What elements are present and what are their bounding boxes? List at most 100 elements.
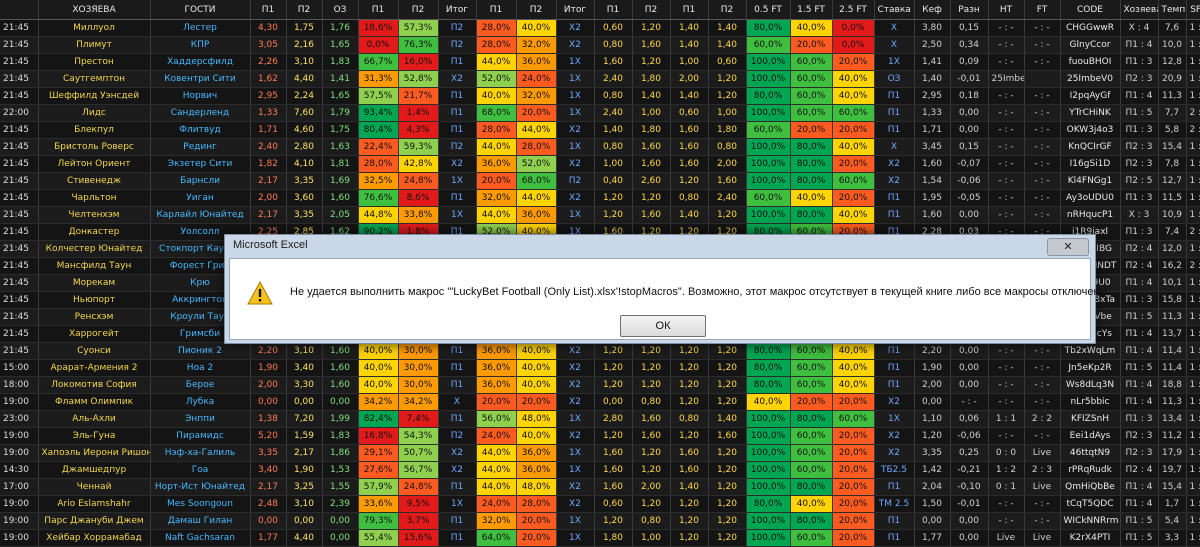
tempo-cell[interactable]: 12,8: [1158, 53, 1187, 71]
stat-cell[interactable]: 1,20: [670, 495, 709, 513]
diff-cell[interactable]: 0,09: [950, 53, 989, 71]
forecast-cell[interactable]: П1 : 4: [1120, 325, 1159, 343]
sf1-cell[interactable]: 1 : 1: [1186, 529, 1200, 547]
percent-cell[interactable]: 40,0%: [516, 19, 557, 37]
ht-cell[interactable]: Live: [988, 529, 1025, 547]
percent-cell[interactable]: 60,0%: [832, 104, 875, 122]
bet-cell[interactable]: П1: [874, 189, 915, 207]
sf1-cell[interactable]: 1 : 1: [1186, 36, 1200, 54]
time-cell[interactable]: 21:45: [0, 138, 39, 156]
percent-cell[interactable]: 18,6%: [358, 19, 399, 37]
ht-cell[interactable]: - : -: [988, 342, 1025, 360]
percent-cell[interactable]: 30,0%: [398, 342, 439, 360]
code-cell[interactable]: fuouBHOI: [1060, 53, 1121, 71]
outcome-cell[interactable]: П1: [438, 189, 477, 207]
bet-cell[interactable]: Х2: [874, 155, 915, 173]
time-cell[interactable]: 21:45: [0, 36, 39, 54]
stat-cell[interactable]: 0,80: [594, 138, 633, 156]
forecast-cell[interactable]: П1 : 5: [1120, 359, 1159, 377]
forecast-cell[interactable]: П1 : 4: [1120, 36, 1159, 54]
odds-cell[interactable]: 2,05: [322, 206, 359, 224]
forecast-cell[interactable]: П2 : 4: [1120, 461, 1159, 479]
stat-cell[interactable]: 1,20: [708, 478, 747, 496]
odds-cell[interactable]: 1,65: [322, 87, 359, 105]
outcome-cell[interactable]: Х2: [438, 461, 477, 479]
percent-cell[interactable]: 60,0%: [790, 104, 833, 122]
coef-cell[interactable]: 1,33: [914, 104, 951, 122]
percent-cell[interactable]: 60,0%: [790, 359, 833, 377]
tempo-cell[interactable]: 10,0: [1158, 36, 1187, 54]
ht-cell[interactable]: - : -: [988, 206, 1025, 224]
sf1-cell[interactable]: 1 : 1: [1186, 393, 1200, 411]
time-cell[interactable]: 19:00: [0, 529, 39, 547]
ft-cell[interactable]: - : -: [1024, 121, 1061, 139]
ok-button[interactable]: ОК: [620, 315, 706, 337]
forecast-cell[interactable]: П1 : 5: [1120, 529, 1159, 547]
odds-cell[interactable]: 4,40: [286, 529, 323, 547]
sf1-cell[interactable]: 1 : 0: [1186, 155, 1200, 173]
home-team-cell[interactable]: Ario Eslamshahr: [38, 495, 151, 513]
coef-cell[interactable]: 1,41: [914, 53, 951, 71]
tempo-cell[interactable]: 11,3: [1158, 393, 1187, 411]
ft-cell[interactable]: - : -: [1024, 138, 1061, 156]
odds-cell[interactable]: 1,82: [250, 155, 287, 173]
ft-cell[interactable]: - : -: [1024, 36, 1061, 54]
stat-cell[interactable]: 0,80: [594, 36, 633, 54]
forecast-cell[interactable]: П1 : 4: [1120, 376, 1159, 394]
coef-cell[interactable]: 0,00: [914, 512, 951, 530]
tempo-cell[interactable]: 7,4: [1158, 223, 1187, 241]
home-team-cell[interactable]: Суонси: [38, 342, 151, 360]
outcome-cell[interactable]: П1: [438, 512, 477, 530]
forecast-cell[interactable]: П1 : 4: [1120, 342, 1159, 360]
odds-cell[interactable]: 2,17: [286, 444, 323, 462]
stat-cell[interactable]: 1,20: [670, 529, 709, 547]
percent-cell[interactable]: 44,0%: [476, 461, 517, 479]
code-cell[interactable]: nLr5bbic: [1060, 393, 1121, 411]
away-team-cell[interactable]: КПР: [150, 36, 251, 54]
percent-cell[interactable]: 80,0%: [746, 376, 791, 394]
home-team-cell[interactable]: Хейбар Хоррамабад: [38, 529, 151, 547]
outcome-cell[interactable]: П1: [438, 376, 477, 394]
outcome-cell[interactable]: 1Х: [438, 206, 477, 224]
percent-cell[interactable]: 34,2%: [358, 393, 399, 411]
percent-cell[interactable]: 24,0%: [476, 427, 517, 445]
outcome-cell[interactable]: 1Х: [438, 495, 477, 513]
percent-cell[interactable]: 9,5%: [398, 495, 439, 513]
code-cell[interactable]: I16gSi1D: [1060, 155, 1121, 173]
stat-cell[interactable]: 2,40: [708, 189, 747, 207]
tempo-cell[interactable]: 5,8: [1158, 121, 1187, 139]
coef-cell[interactable]: 2,00: [914, 376, 951, 394]
odds-cell[interactable]: 1,79: [322, 104, 359, 122]
stat-cell[interactable]: 1,20: [708, 376, 747, 394]
stat-cell[interactable]: 1,60: [632, 206, 671, 224]
diff-cell[interactable]: -0,06: [950, 172, 989, 190]
home-team-cell[interactable]: Джамшедпур: [38, 461, 151, 479]
odds-cell[interactable]: 1,60: [322, 359, 359, 377]
stat-cell[interactable]: 1,00: [632, 104, 671, 122]
outcome-cell[interactable]: Х2: [556, 155, 595, 173]
percent-cell[interactable]: 40,0%: [358, 376, 399, 394]
code-cell[interactable]: Kl4FNGg1: [1060, 172, 1121, 190]
code-cell[interactable]: Ay3oUDU0: [1060, 189, 1121, 207]
home-team-cell[interactable]: Саутгемптон: [38, 70, 151, 88]
bet-cell[interactable]: П1: [874, 104, 915, 122]
code-cell[interactable]: 25ImbeV0: [1060, 70, 1121, 88]
odds-cell[interactable]: 5,20: [250, 427, 287, 445]
away-team-cell[interactable]: Дамаш Гилан: [150, 512, 251, 530]
bet-cell[interactable]: 1Х: [874, 53, 915, 71]
stat-cell[interactable]: 1,60: [708, 172, 747, 190]
outcome-cell[interactable]: 1Х: [556, 53, 595, 71]
percent-cell[interactable]: 20,0%: [516, 393, 557, 411]
forecast-cell[interactable]: П1 : 5: [1120, 104, 1159, 122]
percent-cell[interactable]: 55,4%: [358, 529, 399, 547]
percent-cell[interactable]: 100,0%: [746, 512, 791, 530]
odds-cell[interactable]: 0,00: [286, 512, 323, 530]
bet-cell[interactable]: Х2: [874, 427, 915, 445]
stat-cell[interactable]: 1,60: [670, 461, 709, 479]
stat-cell[interactable]: 1,60: [670, 138, 709, 156]
percent-cell[interactable]: 100,0%: [746, 155, 791, 173]
percent-cell[interactable]: 48,0%: [516, 478, 557, 496]
bet-cell[interactable]: Х: [874, 19, 915, 37]
percent-cell[interactable]: 56,7%: [398, 461, 439, 479]
odds-cell[interactable]: 2,17: [250, 172, 287, 190]
